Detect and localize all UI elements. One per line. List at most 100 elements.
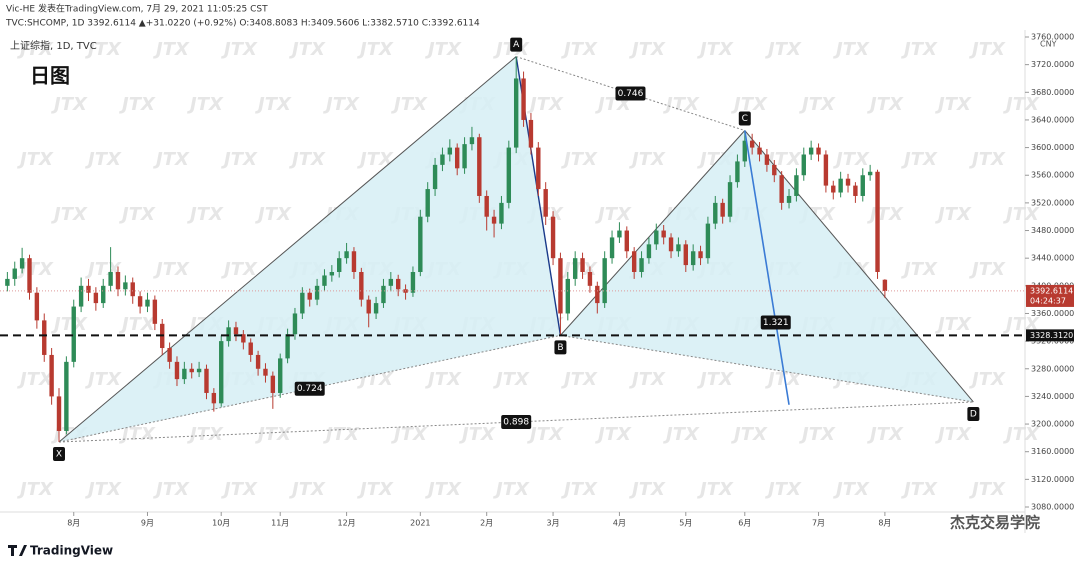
level-tag [1026, 329, 1074, 342]
x-tick-label: 2月 [480, 519, 493, 528]
candle-body [713, 202, 718, 224]
x-tick-label: 12月 [337, 519, 355, 528]
jtx-watermark: JTX [1003, 424, 1040, 445]
candle-body [42, 320, 47, 355]
candle-body [867, 171, 873, 176]
candle-body [101, 285, 106, 304]
plot-area: 0.724 0.746 0.898 1.321 X A B C D [0, 37, 1025, 462]
jtx-watermark: JTX [561, 259, 598, 280]
candle-body [5, 278, 10, 286]
jtx-watermark: JTX [901, 149, 938, 170]
point-label: D [970, 409, 977, 419]
jtx-watermark: JTX [561, 369, 598, 390]
jtx-watermark: JTX [153, 39, 190, 60]
y-tick-label: 3520.0000 [1031, 198, 1074, 207]
candle-body [278, 358, 283, 393]
candle-body [108, 272, 113, 286]
jtx-watermark: JTX [323, 424, 360, 445]
jtx-watermark: JTX [867, 94, 904, 115]
x-tick-label: 7月 [812, 519, 825, 528]
candle-body [617, 230, 622, 238]
candle-body [145, 299, 150, 307]
jtx-watermark: JTX [697, 369, 734, 390]
candle-body [661, 230, 666, 238]
candle-body [801, 154, 806, 176]
jtx-watermark: JTX [357, 39, 394, 60]
candle-body [654, 230, 659, 245]
candle-body [536, 147, 541, 190]
ratio-label: 0.898 [503, 417, 529, 427]
candle-body [263, 368, 268, 376]
candle-body [845, 178, 851, 186]
candle-body [49, 354, 54, 397]
jtx-watermark: JTX [153, 479, 190, 500]
point-label: C [742, 114, 748, 124]
candle-body [388, 278, 394, 286]
point-label: A [513, 40, 520, 50]
candle-body [314, 285, 320, 300]
y-tick-label: 3680.0000 [1031, 88, 1074, 97]
jtx-watermark: JTX [51, 204, 88, 225]
projection-line [743, 130, 790, 405]
candle-body [683, 244, 688, 266]
candle-body [528, 119, 534, 148]
candle-body [779, 175, 784, 203]
tv-logo[interactable]: TradingView [30, 544, 113, 558]
candle-body [440, 154, 445, 165]
candle-body [477, 137, 482, 196]
candle-body [196, 368, 202, 373]
jtx-watermark: JTX [833, 479, 870, 500]
jtx-watermark: JTX [85, 39, 122, 60]
candle-body [587, 272, 593, 286]
y-tick-label: 3360.0000 [1031, 309, 1074, 318]
x-tick-label: 4月 [613, 519, 626, 528]
ratio-label: 1.321 [763, 318, 789, 328]
ratio-box [615, 86, 646, 101]
y-tick-label: 3480.0000 [1031, 226, 1074, 235]
ratio-label: 0.724 [297, 384, 323, 394]
candle-body [624, 230, 629, 252]
footer [0, 533, 1080, 564]
jtx-watermark: JTX [119, 204, 156, 225]
candle-body [720, 202, 725, 217]
jtx-watermark: JTX [799, 94, 836, 115]
jtx-watermark: JTX [221, 149, 258, 170]
candle-body [123, 282, 128, 290]
candle-body [521, 78, 526, 120]
y-tick-label: 3640.0000 [1031, 115, 1074, 124]
y-tick-label: 3760.0000 [1031, 33, 1074, 42]
x-tick-label: 6月 [738, 519, 751, 528]
candle-body [469, 137, 475, 145]
candle-body [373, 303, 379, 314]
jtx-watermark: JTX [935, 94, 972, 115]
tv-logo-icon [8, 545, 27, 556]
candle-body [270, 375, 276, 393]
jtx-watermark: JTX [935, 424, 972, 445]
candle-body [137, 296, 143, 307]
point-box [738, 111, 751, 126]
jtx-watermark: JTX [153, 259, 190, 280]
pattern-leg [560, 130, 746, 336]
jtx-watermark: JTX [17, 39, 54, 60]
candle-body [735, 161, 740, 183]
candle-body [646, 244, 652, 259]
jtx-watermark: JTX [595, 204, 632, 225]
jtx-watermark: JTX [17, 259, 54, 280]
candle-body [241, 334, 246, 343]
jtx-watermark: JTX [17, 479, 54, 500]
candle-body [447, 147, 453, 155]
jtx-watermark: JTX [697, 479, 734, 500]
jtx-watermark: JTX [901, 39, 938, 60]
jtx-watermark: JTX [561, 39, 598, 60]
candle-body [749, 140, 755, 148]
candle-body [823, 154, 829, 186]
jtx-watermark: JTX [17, 149, 54, 170]
candle-body [816, 147, 821, 155]
ratio-label: 0.746 [618, 89, 644, 99]
candle-body [329, 272, 335, 276]
jtx-watermark: JTX [799, 424, 836, 445]
jtx-watermark: JTX [255, 94, 292, 115]
jtx-watermark: JTX [629, 479, 666, 500]
x-tick-label: 8月 [67, 519, 80, 528]
